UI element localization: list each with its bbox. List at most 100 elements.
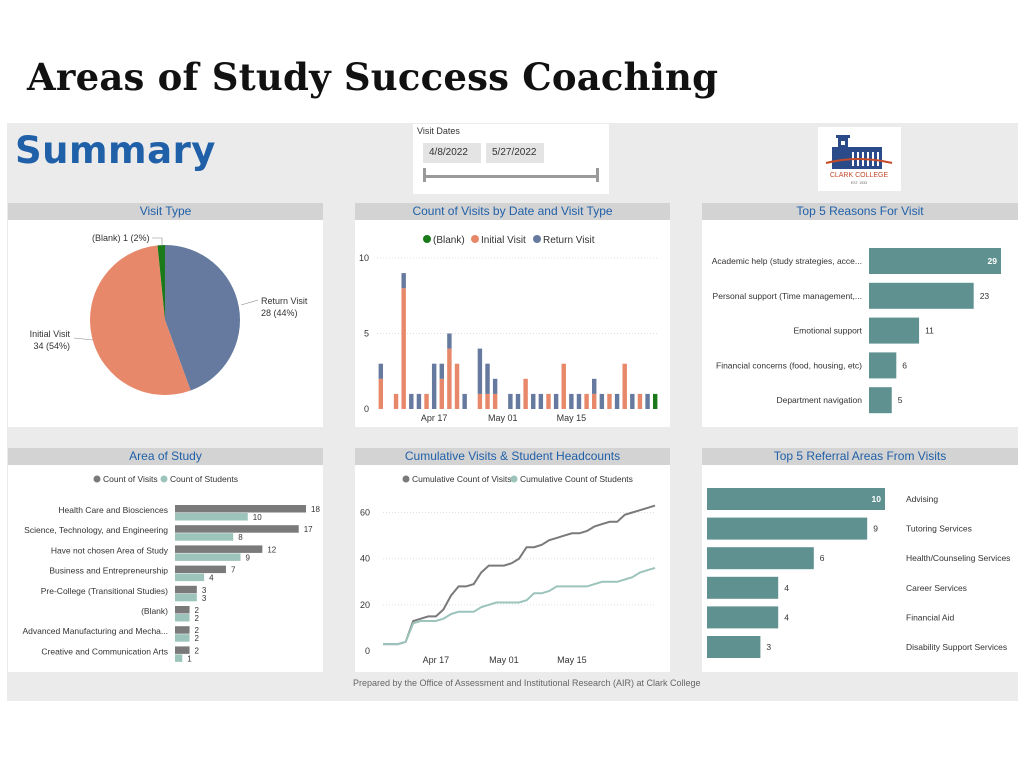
bar-return-visit-0 xyxy=(378,363,384,379)
bar-initial-visit-19 xyxy=(523,378,528,409)
bar-initial-visit-14 xyxy=(485,393,490,409)
data-label-students-1: 8 xyxy=(238,533,243,542)
bar-initial-visit-27 xyxy=(584,393,589,409)
top-reasons-title: Top 5 Reasons For Visit xyxy=(702,203,1018,220)
bar-return-visit-28 xyxy=(592,378,597,394)
category-label-3: Business and Entrepreneurship xyxy=(49,566,168,576)
y-tick-60: 60 xyxy=(360,508,370,518)
bar-5 xyxy=(707,636,761,658)
data-label-4: 4 xyxy=(784,612,789,622)
bar-initial-visit-0 xyxy=(378,378,384,409)
legend-label-2: Return Visit xyxy=(543,235,595,246)
legend-marker-2 xyxy=(533,235,541,243)
bar-return-visit-18 xyxy=(515,393,521,409)
slicer-start-date[interactable]: 4/8/2022 xyxy=(423,143,481,163)
visits-by-date-chart: (Blank) Initial Visit Return Visit 0 5 10 Apr … xyxy=(359,235,659,423)
bar-2 xyxy=(707,547,814,570)
bar-initial-visit-10 xyxy=(454,363,460,409)
category-label-4: Pre-College (Transitional Studies) xyxy=(41,586,168,596)
category-label-1: Personal support (Time management,... xyxy=(713,291,862,301)
area-of-study-panel: Area of Study Count of Visits Count of St… xyxy=(8,448,323,672)
bar-return-visit-15 xyxy=(492,378,498,394)
data-label-visits-2: 12 xyxy=(267,545,276,554)
bar-return-visit-9 xyxy=(447,333,452,349)
bar-initial-visit-28 xyxy=(592,393,597,409)
legend-marker-visits xyxy=(93,475,101,483)
data-label-visits-5: 2 xyxy=(195,606,200,615)
bar-return-visit-14 xyxy=(485,363,490,394)
bar-return-visit-31 xyxy=(614,393,620,409)
bar-return-visit-29 xyxy=(599,393,605,409)
area-of-study-title: Area of Study xyxy=(8,448,323,465)
data-label-3: 4 xyxy=(784,583,789,593)
legend-label-0: (Blank) xyxy=(433,235,465,246)
visit-type-title: Visit Type xyxy=(8,203,323,220)
slicer-label: Visit Dates xyxy=(417,126,460,136)
data-label-3: 6 xyxy=(902,360,907,370)
category-label-2: Emotional support xyxy=(793,326,862,336)
x-tick-apr-17: Apr 17 xyxy=(423,655,450,665)
bar-students-3 xyxy=(175,573,205,582)
bar-4 xyxy=(869,387,892,414)
x-tick-may-01: May 01 xyxy=(489,655,519,665)
category-label-4: Financial Aid xyxy=(906,612,954,622)
slicer-start-handle[interactable] xyxy=(423,168,426,182)
data-label-students-4: 3 xyxy=(202,594,207,603)
pie-slice-initial-visit xyxy=(90,245,191,395)
category-label-0: Advising xyxy=(906,494,938,504)
bar-students-5 xyxy=(175,614,190,622)
slicer-end-handle[interactable] xyxy=(596,168,599,182)
bar-initial-visit-9 xyxy=(447,348,452,409)
top-reasons-panel: Top 5 Reasons For Visit 29 Academic help … xyxy=(702,203,1018,427)
slicer-end-date[interactable]: 5/27/2022 xyxy=(486,143,544,163)
bar-students-4 xyxy=(175,593,197,602)
bar-2 xyxy=(869,317,920,344)
data-label-students-0: 10 xyxy=(253,513,262,522)
y-tick-20: 20 xyxy=(360,600,370,610)
legend-marker-students xyxy=(160,475,168,483)
visits-by-date-panel: Count of Visits by Date and Visit Type (… xyxy=(355,203,670,427)
y-tick-10: 10 xyxy=(359,253,369,263)
bar-initial-visit-3 xyxy=(401,288,406,409)
bar-initial-visit-32 xyxy=(622,363,627,409)
bar-visits-5 xyxy=(175,606,190,614)
bar-4 xyxy=(707,606,779,629)
bar-return-visit-35 xyxy=(645,393,650,409)
slicer-track[interactable] xyxy=(423,175,599,178)
top-reasons-chart: 29 Academic help (study strategies, acce.… xyxy=(712,248,1001,414)
data-label-visits-6: 2 xyxy=(195,626,200,635)
legend-marker-students xyxy=(510,475,518,483)
pie-label-blank: (Blank) 1 (2%) xyxy=(92,233,150,243)
data-label-5: 3 xyxy=(766,642,771,652)
bar-return-visit-3 xyxy=(401,273,406,289)
bar-return-visit-5 xyxy=(416,393,422,409)
cumulative-line-chart: Cumulative Count of Visits Cumulative Cou… xyxy=(360,474,656,665)
bar-initial-visit-34 xyxy=(637,393,643,409)
bar-students-7 xyxy=(175,654,183,662)
data-label-visits-3: 7 xyxy=(231,566,236,575)
y-tick-40: 40 xyxy=(360,554,370,564)
y-tick-0: 0 xyxy=(364,404,369,414)
visits-by-date-title: Count of Visits by Date and Visit Type xyxy=(355,203,670,220)
category-label-0: Academic help (study strategies, acce... xyxy=(712,256,862,266)
bar-initial-visit-30 xyxy=(607,393,612,409)
category-label-3: Financial concerns (food, housing, etc) xyxy=(716,360,862,370)
data-label-0: 29 xyxy=(988,256,998,266)
x-tick-may-01: May 01 xyxy=(488,413,518,423)
bar-return-visit-7 xyxy=(431,363,437,409)
bar-return-visit-20 xyxy=(531,393,536,409)
cumulative-title: Cumulative Visits & Student Headcounts xyxy=(355,448,670,465)
logo-text: CLARK COLLEGE xyxy=(830,172,889,179)
data-label-2: 11 xyxy=(925,326,934,336)
bar-1 xyxy=(869,282,974,309)
legend-label-students: Count of Students xyxy=(170,474,238,484)
data-label-students-5: 2 xyxy=(195,614,200,623)
category-label-1: Tutoring Services xyxy=(906,524,972,534)
top-referrals-panel: Top 5 Referral Areas From Visits 10 Advis… xyxy=(702,448,1018,672)
bar-return-visit-23 xyxy=(553,393,559,409)
pie-leader-initial xyxy=(73,337,94,341)
legend-marker-visits xyxy=(402,475,410,483)
pie-leader-blank xyxy=(152,237,163,246)
bar-initial-visit-15 xyxy=(492,393,498,409)
x-tick-may-15: May 15 xyxy=(557,655,587,665)
